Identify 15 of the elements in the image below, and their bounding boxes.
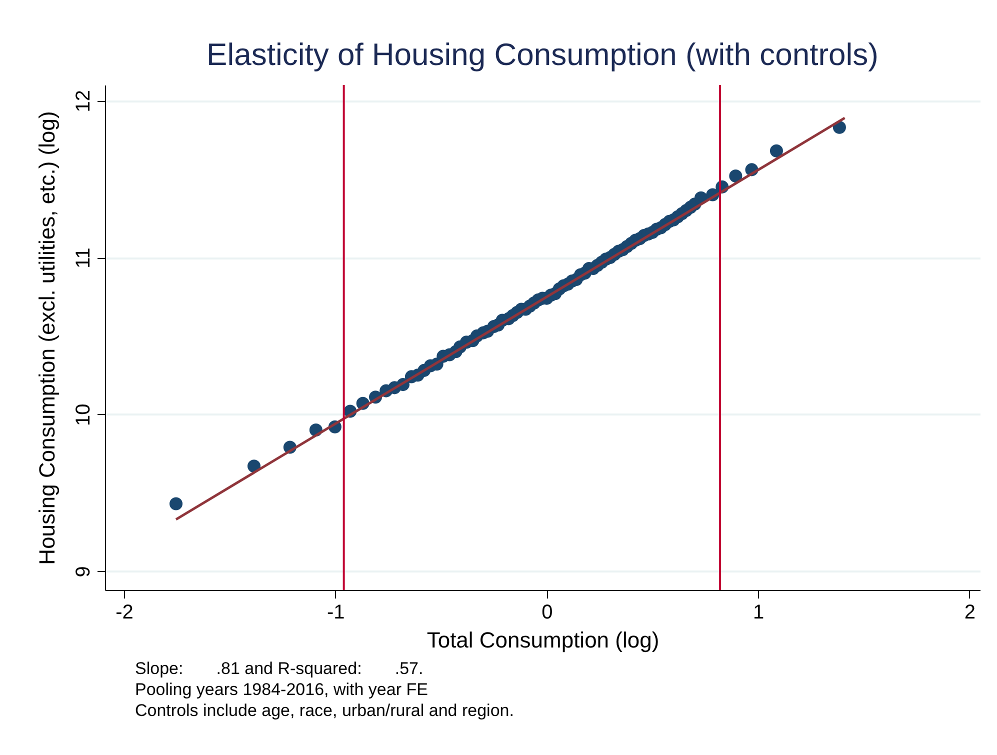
text: Controls include age, race, urban/rural and region. bbox=[135, 700, 514, 721]
chart-title: Elasticity of Housing Consumption (with controls) bbox=[206, 37, 878, 72]
text: Slope: .81 and R-squared: .57. bbox=[135, 658, 424, 679]
y-tick-label: 12 bbox=[72, 90, 94, 112]
x-tick-label: -2 bbox=[116, 602, 134, 624]
x-tick-label: -1 bbox=[326, 602, 345, 624]
y-tick-label: 9 bbox=[72, 566, 94, 578]
text: Pooling years 1984-2016, with year FE bbox=[135, 679, 429, 700]
x-tick-label: 2 bbox=[964, 602, 976, 624]
y-tick-label: 11 bbox=[72, 248, 94, 268]
x-tick-label: 1 bbox=[753, 602, 764, 624]
x-tick-label: 0 bbox=[542, 602, 553, 624]
y-axis-title: Housing Consumption (excl. utilities, etc.) (log) bbox=[34, 111, 60, 565]
y-tick-label: 10 bbox=[72, 404, 94, 426]
x-axis-title: Total Consumption (log) bbox=[426, 628, 660, 652]
